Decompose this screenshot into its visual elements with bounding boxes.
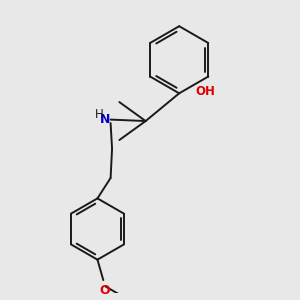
- Text: H: H: [94, 108, 103, 121]
- Text: O: O: [100, 284, 110, 297]
- Text: N: N: [100, 113, 110, 126]
- Text: OH: OH: [195, 85, 215, 98]
